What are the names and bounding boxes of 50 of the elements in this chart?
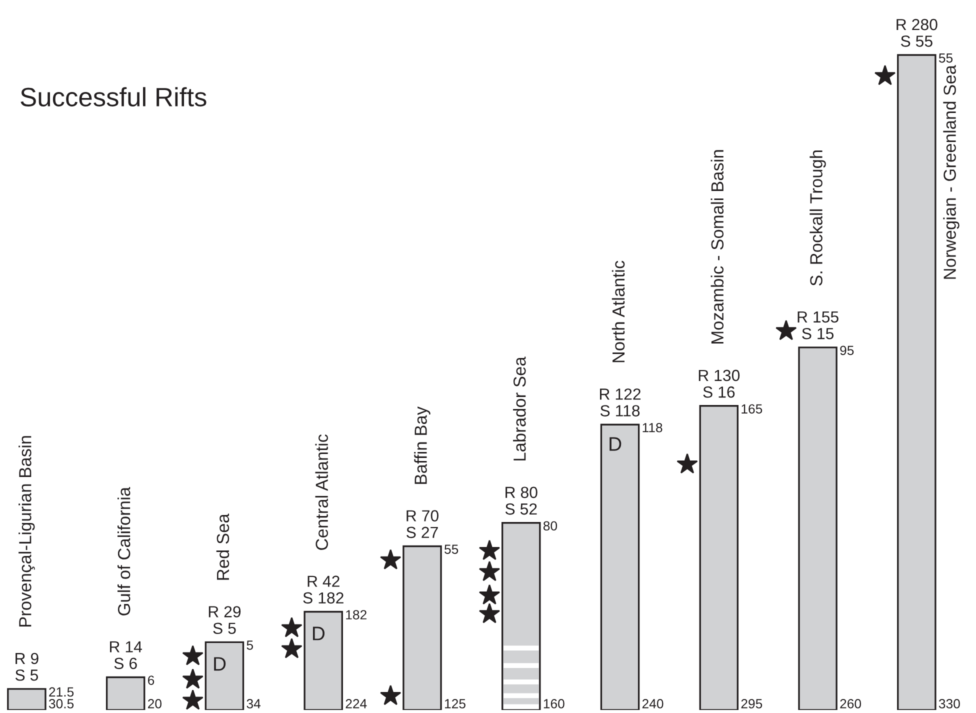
- data-label: R 122 S 118: [600, 388, 641, 416]
- annotation: 182: [346, 610, 366, 620]
- annotation: 160: [544, 699, 564, 708]
- data-label: R 155 S 15: [798, 311, 838, 340]
- text: Successful Rifts: [20, 87, 206, 106]
- annotation: 125: [445, 699, 466, 708]
- data-label: R 42 S 182: [303, 576, 344, 604]
- annotation: 5: [246, 640, 254, 650]
- x-tick-label: Provençal-Ligurian Basin: [18, 436, 35, 627]
- x-tick-label: Norwegian - Greenland Sea: [943, 64, 960, 279]
- annotation: 80: [543, 521, 558, 531]
- x-tick-label: Labrador Sea: [513, 356, 526, 460]
- data-label: R 9 S 5: [15, 652, 38, 681]
- annotation: 224: [346, 699, 367, 708]
- annotation: D: [610, 437, 622, 451]
- annotation: 118: [642, 422, 662, 432]
- annotation: 165: [742, 404, 762, 414]
- annotation: 20: [148, 699, 162, 708]
- data-label: R 80 S 52: [505, 486, 538, 515]
- annotation: D: [312, 626, 325, 640]
- data-label: R 14 S 6: [110, 641, 142, 670]
- annotation: D: [214, 657, 226, 671]
- bar: [798, 346, 838, 710]
- annotation: 30.5: [48, 699, 74, 708]
- bar: [600, 424, 640, 710]
- data-label: R 70 S 27: [406, 510, 438, 538]
- x-tick-label: Mozambic - Somali Basin: [710, 150, 724, 344]
- data-label: R 130 S 16: [698, 370, 740, 398]
- bar: [106, 676, 146, 710]
- x-tick-label: Red Sea: [216, 514, 230, 580]
- data-label: R 280 S 55: [896, 18, 938, 47]
- annotation: 34: [246, 699, 261, 708]
- annotation: 55: [444, 544, 458, 554]
- annotation: 21.5: [49, 687, 74, 697]
- annotation: 240: [642, 699, 664, 708]
- annotation: 55: [938, 53, 953, 63]
- bar: [699, 405, 739, 710]
- x-tick-label: Gulf of California: [117, 486, 130, 616]
- annotation: 330: [938, 699, 960, 708]
- data-label: R 29 S 5: [208, 606, 241, 634]
- bar: [204, 641, 244, 710]
- x-tick-label: Central Atlantic: [315, 434, 328, 550]
- x-tick-label: North Atlantic: [612, 260, 625, 362]
- annotation: 6: [148, 676, 154, 685]
- x-tick-label: Baffin Bay: [414, 406, 430, 484]
- bar: [7, 688, 46, 710]
- annotation: 260: [840, 699, 862, 708]
- annotation: 295: [741, 699, 762, 708]
- x-tick-label: S. Rockall Trough: [810, 150, 826, 286]
- annotation: 95: [840, 346, 854, 356]
